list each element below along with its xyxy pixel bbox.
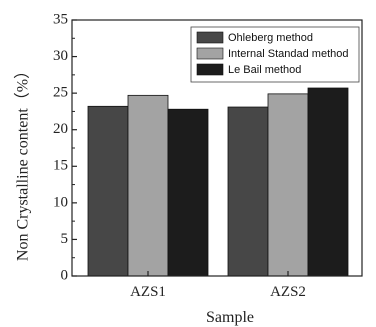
bar-azs1-series-3	[167, 108, 209, 277]
bar-azs2-series-1	[227, 106, 269, 277]
x-axis-title: Sample	[206, 309, 254, 326]
bar-azs1-series-1	[87, 105, 129, 277]
y-tick-label: 0	[61, 267, 69, 283]
y-tick-label: 25	[53, 85, 68, 101]
legend-swatch	[196, 31, 224, 44]
legend-label: Internal Standad method	[228, 48, 348, 60]
y-tick-label: 20	[53, 121, 68, 137]
axes-layer: 0 5 10 15 20 25 30 35 AZS1 AZS2	[53, 11, 363, 300]
y-tick-label: 15	[53, 158, 68, 174]
bars-layer	[87, 87, 349, 277]
y-tick-label: 30	[53, 48, 68, 64]
bar-azs2-series-3	[307, 87, 349, 277]
x-tick-label: AZS2	[270, 284, 306, 300]
legend-label: Ohleberg method	[228, 32, 313, 44]
y-axis-title: Non Crystalline content（%）	[14, 63, 32, 261]
x-tick-label: AZS1	[130, 284, 166, 300]
legend-label: Le Bail method	[228, 64, 301, 76]
y-tick-label: 10	[53, 194, 68, 210]
legend-swatch	[196, 63, 224, 76]
y-tick-label: 35	[53, 11, 68, 27]
bar-azs2-series-2	[267, 93, 309, 277]
legend-swatch	[196, 47, 224, 60]
y-tick-label: 5	[61, 231, 69, 247]
bar-azs1-series-2	[127, 94, 169, 277]
legend: Ohleberg method Internal Standad method Le…	[190, 26, 360, 83]
